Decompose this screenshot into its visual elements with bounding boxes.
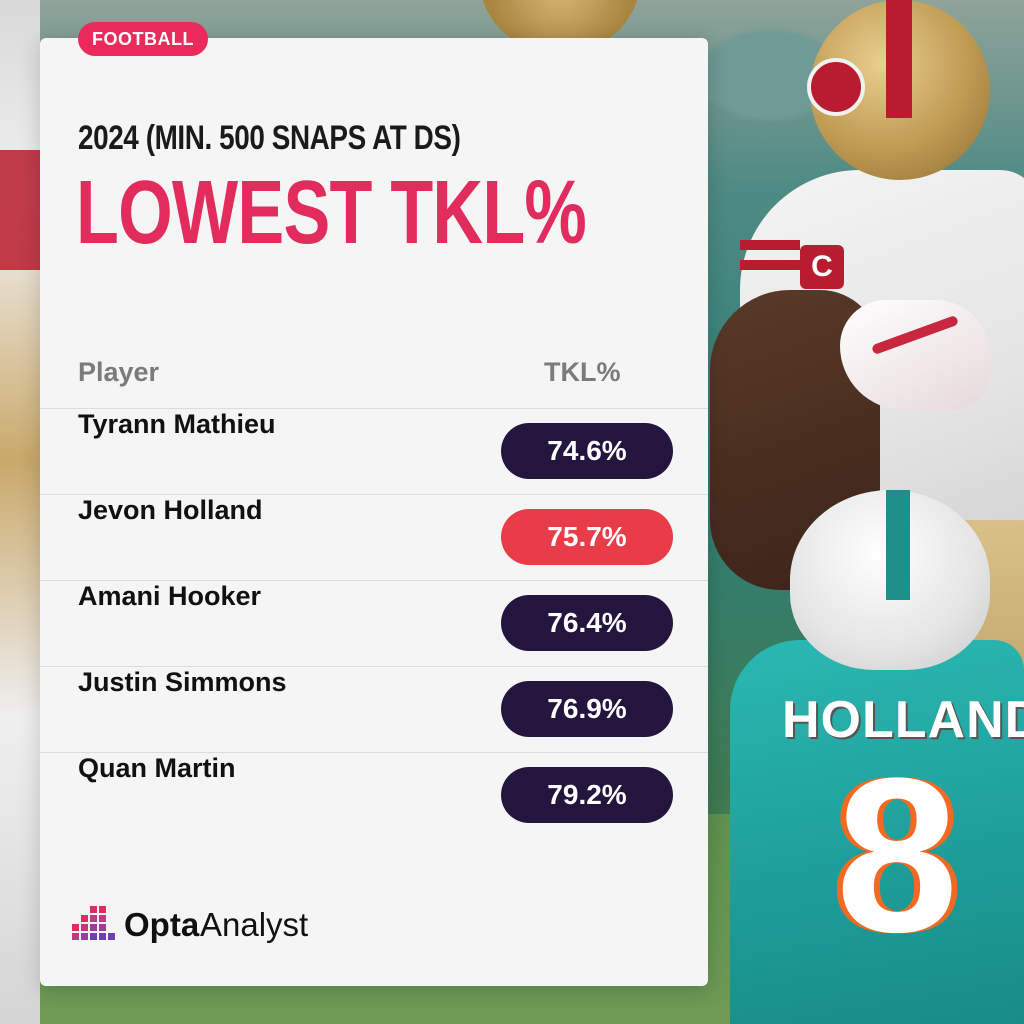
player-name: Jevon Holland	[78, 495, 263, 525]
page-title: LOWEST TKL%	[76, 163, 587, 263]
table-row: Justin Simmons 76.9%	[40, 666, 708, 752]
captain-patch: C	[800, 245, 844, 289]
brand-name-light: Analyst	[200, 906, 309, 943]
sleeve-stripe	[740, 240, 800, 250]
subtitle: 2024 (MIN. 500 SNAPS AT DS)	[78, 119, 461, 157]
opta-bars-icon	[72, 906, 115, 940]
player-name: Quan Martin	[78, 753, 236, 783]
table-row: Quan Martin 79.2%	[40, 752, 708, 838]
helmet-stripe	[886, 0, 912, 118]
dolphins-helmet	[790, 490, 990, 670]
player-name: Justin Simmons	[78, 667, 287, 697]
column-header-tkl: TKL%	[544, 357, 621, 387]
white-glove	[840, 300, 990, 410]
table-row: Amani Hooker 76.4%	[40, 580, 708, 666]
glove-mark	[871, 314, 959, 356]
left-player-figure	[0, 0, 40, 1024]
tkl-value-badge-highlight: 75.7%	[501, 509, 673, 565]
stats-table: Tyrann Mathieu 74.6% Jevon Holland 75.7%…	[40, 408, 708, 838]
tkl-value-badge: 76.4%	[501, 595, 673, 651]
tkl-value-badge: 74.6%	[501, 423, 673, 479]
player-name: Amani Hooker	[78, 581, 262, 611]
table-row: Jevon Holland 75.7%	[40, 494, 708, 580]
tkl-value-badge: 76.9%	[501, 681, 673, 737]
sleeve-stripe	[740, 260, 800, 270]
category-tag: FOOTBALL	[78, 22, 208, 56]
player-name: Tyrann Mathieu	[78, 409, 276, 439]
helmet-stripe	[886, 490, 910, 600]
dolphins-jersey	[730, 640, 1024, 1024]
tkl-value-badge: 79.2%	[501, 767, 673, 823]
left-player-stripe	[0, 150, 40, 270]
jersey-nameplate: HOLLAND	[782, 691, 1024, 749]
niners-logo-icon	[807, 58, 865, 116]
column-header-player: Player	[78, 357, 160, 387]
dolphins-player: HOLLAND 8	[730, 490, 1024, 1024]
jersey-number: 8	[835, 732, 959, 978]
table-row: Tyrann Mathieu 74.6%	[40, 408, 708, 494]
brand-name-bold: Opta	[124, 906, 200, 943]
